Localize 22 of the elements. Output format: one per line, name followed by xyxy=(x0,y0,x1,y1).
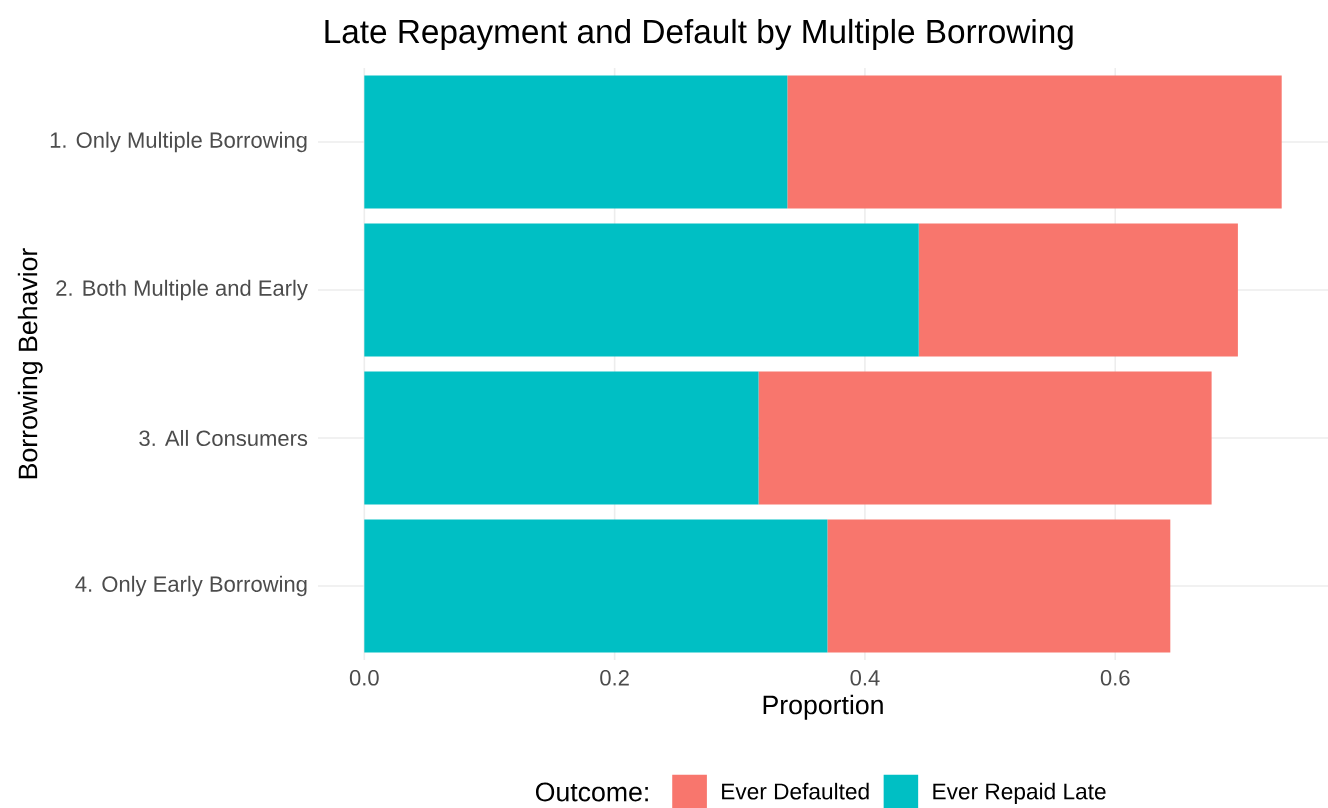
bar xyxy=(787,75,1282,209)
bar xyxy=(364,371,759,505)
bar xyxy=(364,223,919,357)
y-axis-title: Borrowing Behavior xyxy=(17,248,43,479)
x-tick-label: 0.0 xyxy=(349,670,379,686)
y-tick-label: 2. Both Multiple and Early xyxy=(56,279,308,301)
bar xyxy=(827,519,1171,653)
bar xyxy=(918,223,1238,357)
chart-title: Late Repayment and Default by Multiple Borrowing xyxy=(325,18,1073,50)
x-tick-label: 0.6 xyxy=(1100,670,1130,686)
legend-label: Ever Defaulted xyxy=(722,782,869,800)
bar xyxy=(364,519,828,653)
x-tick-label: 0.4 xyxy=(850,670,880,686)
legend-title: Outcome: xyxy=(535,782,648,802)
x-tick-label: 0.2 xyxy=(600,670,629,686)
x-axis-title: Proportion xyxy=(763,694,883,720)
y-tick-label: 3. All Consumers xyxy=(139,429,308,447)
bar xyxy=(758,371,1212,505)
bar xyxy=(364,75,788,209)
y-tick-label: 1. Only Multiple Borrowing xyxy=(50,131,307,153)
legend-label: Ever Repaid Late xyxy=(933,782,1106,804)
y-tick-label: 4. Only Early Borrowing xyxy=(75,575,307,597)
